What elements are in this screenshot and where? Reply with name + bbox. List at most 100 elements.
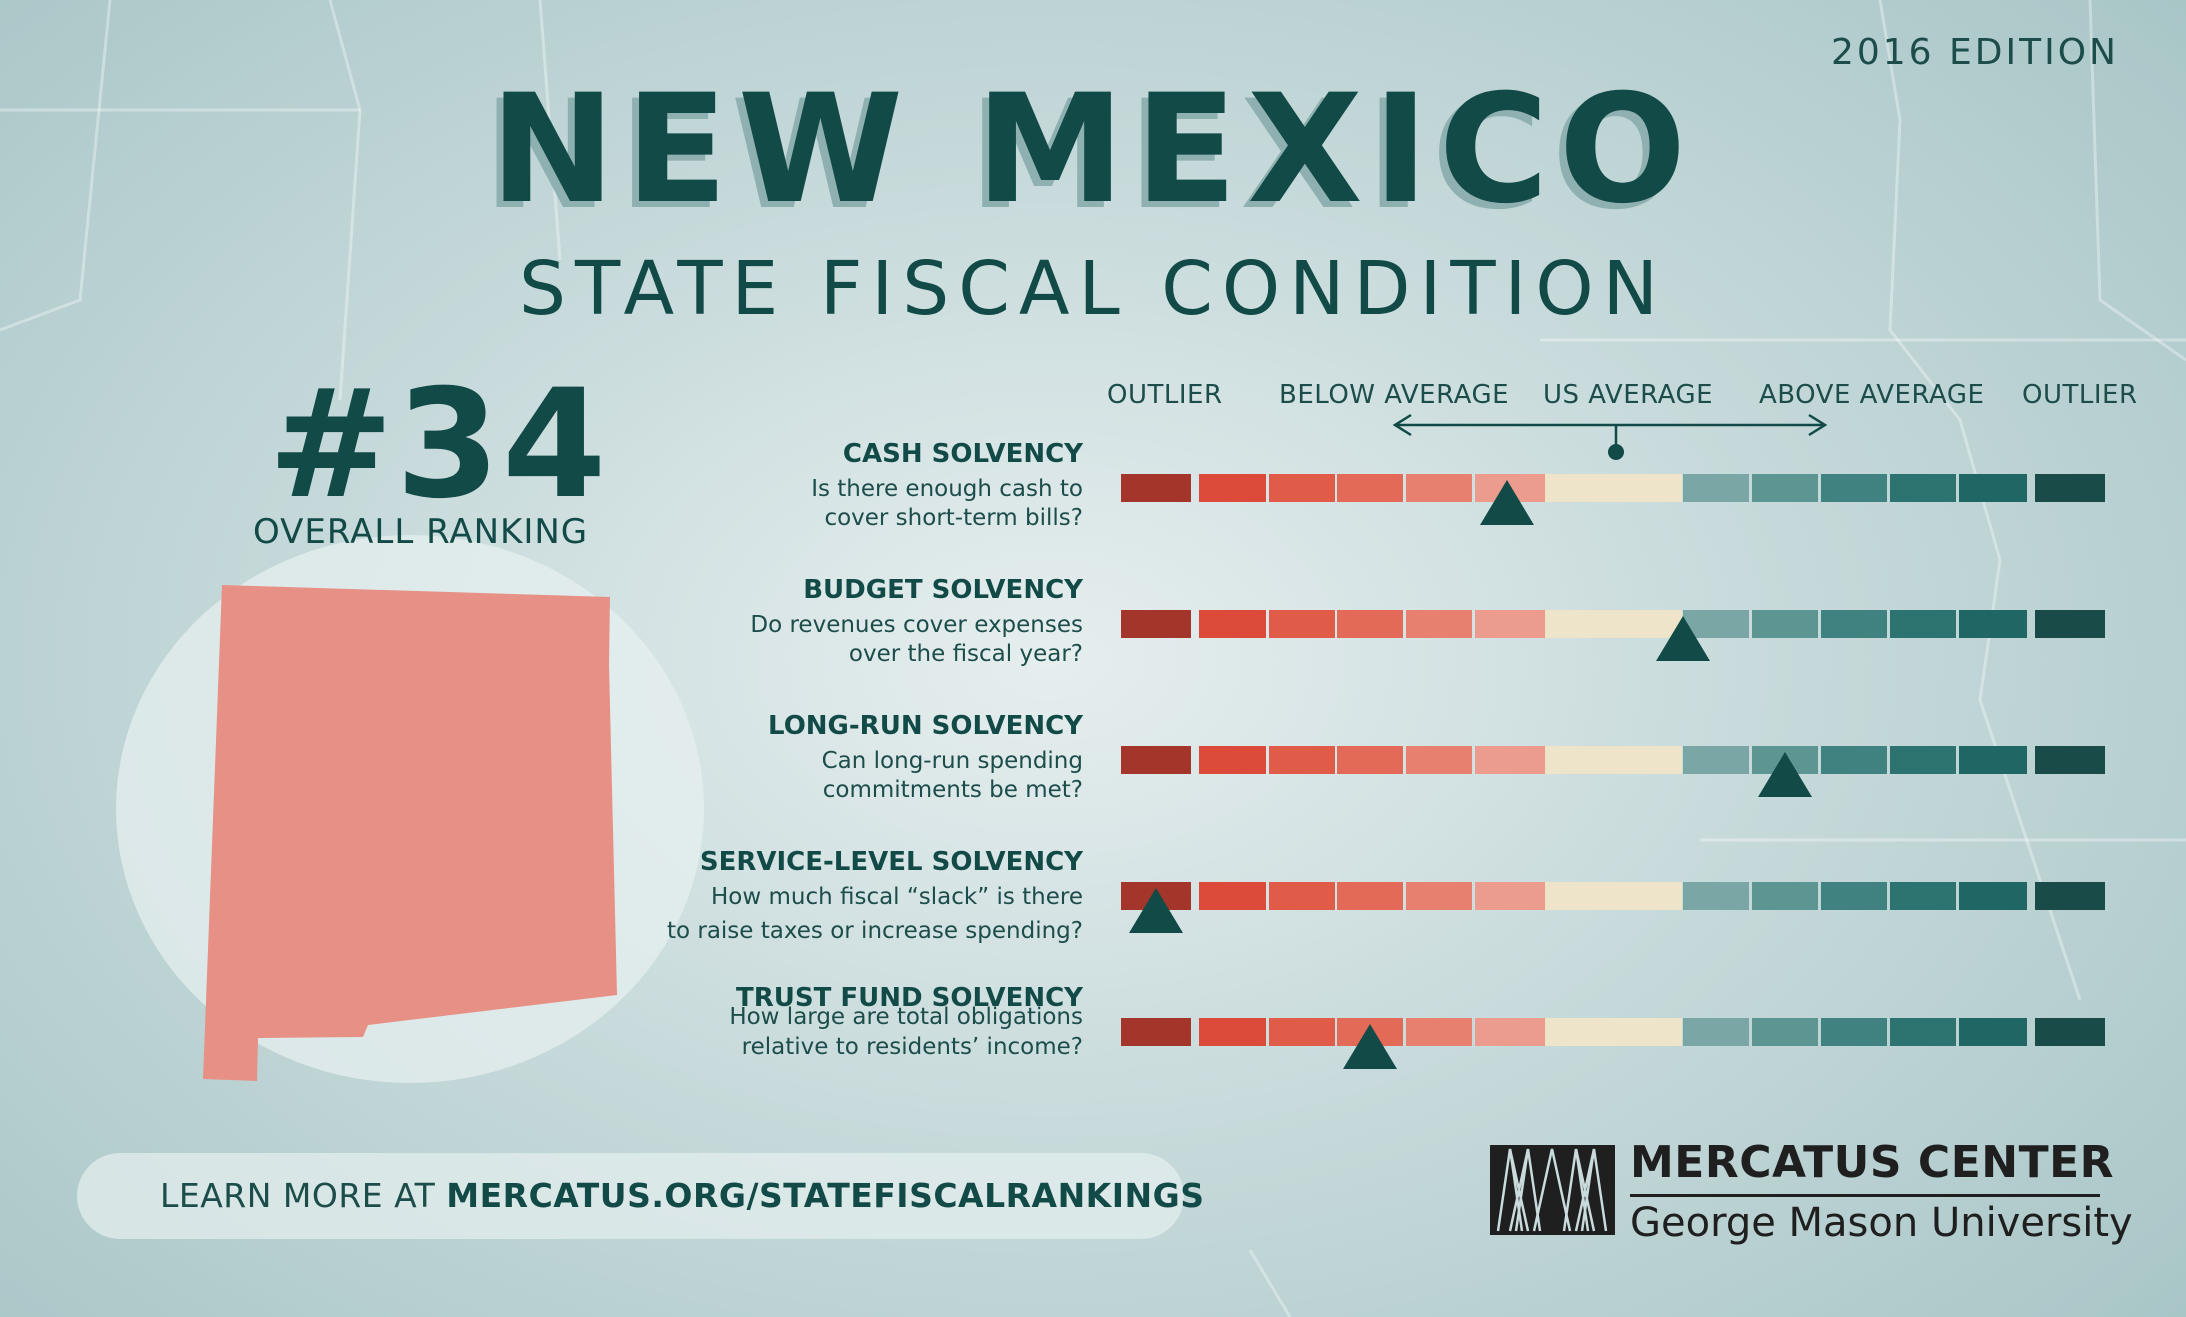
scale-segment bbox=[1269, 1018, 1335, 1046]
scale-segment bbox=[1890, 746, 1956, 774]
scale-segment bbox=[1959, 746, 2027, 774]
scale-segment bbox=[2035, 610, 2105, 638]
scale-segment bbox=[1752, 1018, 1818, 1046]
scale-label-above-average: ABOVE AVERAGE bbox=[1759, 380, 1985, 410]
scale-segment bbox=[1959, 474, 2027, 502]
metric-title: BUDGET SOLVENCY bbox=[803, 575, 1083, 605]
scale-segment bbox=[1683, 746, 1749, 774]
metric-title: LONG-RUN SOLVENCY bbox=[768, 711, 1083, 741]
scale-segment bbox=[1337, 746, 1403, 774]
scale-segment bbox=[1337, 610, 1403, 638]
metric-title: CASH SOLVENCY bbox=[842, 439, 1083, 469]
learn-more-pill[interactable] bbox=[77, 1153, 1184, 1239]
scale-segment bbox=[1337, 474, 1403, 502]
page-title: NEW MEXICO bbox=[489, 63, 1697, 237]
logo-name: MERCATUS CENTER bbox=[1630, 1137, 2115, 1188]
scale-segment bbox=[1199, 1018, 1266, 1046]
scale-label-outlier-high: OUTLIER bbox=[2022, 380, 2138, 410]
learn-more-prefix: LEARN MORE AT bbox=[160, 1176, 447, 1215]
scale-segment bbox=[1406, 882, 1472, 910]
metric-title: TRUST FUND SOLVENCY bbox=[735, 983, 1083, 1013]
scale-segment bbox=[1821, 882, 1887, 910]
metric-question-line1: Do revenues cover expenses bbox=[750, 612, 1083, 638]
metric-question-line2: over the fiscal year? bbox=[848, 641, 1083, 667]
logo-subtitle: George Mason University bbox=[1630, 1200, 2133, 1246]
scale-segment bbox=[1406, 610, 1472, 638]
scale-segment bbox=[1337, 882, 1403, 910]
metric-question-line1: How large are total obligations bbox=[729, 1004, 1083, 1030]
learn-more-link[interactable]: MERCATUS.ORG/STATEFISCALRANKINGS bbox=[446, 1176, 1205, 1215]
scale-segment bbox=[1121, 610, 1191, 638]
scale-segment bbox=[1890, 882, 1956, 910]
metric-question-line1: Can long-run spending bbox=[821, 748, 1083, 774]
scale-segment bbox=[1545, 1018, 1682, 1046]
scale-segment bbox=[1475, 882, 1545, 910]
scale-segment bbox=[1821, 474, 1887, 502]
mercatus-logo-icon bbox=[1490, 1145, 1615, 1235]
scale-segment bbox=[1406, 474, 1472, 502]
scale-segment bbox=[1199, 610, 1266, 638]
scale-segment bbox=[1199, 474, 1266, 502]
scale-segment bbox=[2035, 474, 2105, 502]
scale-segment bbox=[1406, 1018, 1472, 1046]
overall-ranking-number: #34 bbox=[268, 358, 609, 532]
logo-divider bbox=[1630, 1194, 2100, 1197]
scale-segment bbox=[1475, 1018, 1545, 1046]
scale-segment bbox=[1199, 746, 1266, 774]
position-marker bbox=[1343, 1024, 1397, 1069]
edition-label: 2016 EDITION bbox=[1830, 32, 2119, 73]
position-marker bbox=[1656, 616, 1710, 661]
learn-more-text[interactable]: LEARN MORE AT MERCATUS.ORG/STATEFISCALRA… bbox=[160, 1176, 1205, 1215]
scale-label-outlier-low: OUTLIER bbox=[1107, 380, 1223, 410]
scale-arrow bbox=[1392, 413, 1828, 460]
scale-segment bbox=[1821, 610, 1887, 638]
scale-segment bbox=[1545, 882, 1682, 910]
scale-segment bbox=[2035, 882, 2105, 910]
scale-segment bbox=[1683, 474, 1749, 502]
scale-segment bbox=[1121, 746, 1191, 774]
metric-question-line1: How much fiscal “slack” is there bbox=[710, 884, 1083, 910]
scale-segment bbox=[1406, 746, 1472, 774]
position-marker bbox=[1758, 752, 1812, 797]
scale-segment bbox=[1269, 474, 1335, 502]
scale-segment bbox=[1121, 1018, 1191, 1046]
position-marker bbox=[1479, 480, 1534, 525]
scale-segment bbox=[1269, 882, 1335, 910]
scale-segment bbox=[1199, 882, 1266, 910]
scale-segment bbox=[1752, 610, 1818, 638]
scale-segment bbox=[1545, 474, 1682, 502]
scale-segment bbox=[1752, 882, 1818, 910]
metric-question-line2: to raise taxes or increase spending? bbox=[666, 918, 1083, 944]
scale-segment bbox=[1269, 746, 1335, 774]
scale-label-below-average: BELOW AVERAGE bbox=[1279, 380, 1510, 410]
scale-segment bbox=[1890, 1018, 1956, 1046]
scale-segment bbox=[1269, 610, 1335, 638]
overall-ranking-label: OVERALL RANKING bbox=[253, 512, 589, 552]
scale-segment bbox=[2035, 1018, 2105, 1046]
scale-segment bbox=[1752, 474, 1818, 502]
scale-segment bbox=[1475, 746, 1545, 774]
metric-title: SERVICE-LEVEL SOLVENCY bbox=[699, 847, 1083, 877]
new-mexico-state-shape bbox=[203, 585, 617, 1081]
scale-segment bbox=[1121, 474, 1191, 502]
scale-segment bbox=[1890, 610, 1956, 638]
scale-segment bbox=[1959, 610, 2027, 638]
scale-segment bbox=[1683, 882, 1749, 910]
scale-segment bbox=[1475, 610, 1545, 638]
metric-question-line2: commitments be met? bbox=[822, 777, 1083, 803]
scale-segment bbox=[1959, 882, 2027, 910]
scale-segment bbox=[1683, 1018, 1749, 1046]
metric-question-line2: relative to residents’ income? bbox=[741, 1034, 1083, 1060]
scale-label-us-average: US AVERAGE bbox=[1543, 380, 1714, 410]
position-marker bbox=[1129, 888, 1183, 933]
scale-segment bbox=[1959, 1018, 2027, 1046]
metric-question-line2: cover short-term bills? bbox=[824, 505, 1083, 531]
page-subtitle: STATE FISCAL CONDITION bbox=[519, 246, 1667, 332]
scale-segment bbox=[1890, 474, 1956, 502]
metric-question-line1: Is there enough cash to bbox=[811, 476, 1083, 502]
scale-segment bbox=[1545, 746, 1682, 774]
scale-segment bbox=[1821, 746, 1887, 774]
scale-segment bbox=[2035, 746, 2105, 774]
scale-segment bbox=[1821, 1018, 1887, 1046]
